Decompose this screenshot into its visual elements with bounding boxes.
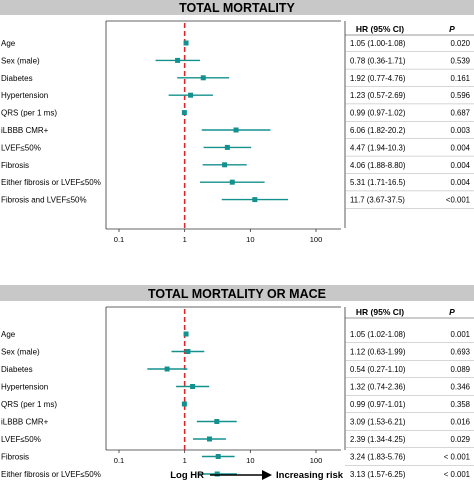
row-label: Sex (male) <box>1 348 40 357</box>
hr-marker <box>181 110 187 116</box>
row-label: Diabetes <box>1 365 33 374</box>
row-label: Hypertension <box>1 91 48 100</box>
row-p-value: 0.016 <box>450 418 470 427</box>
panel-title: TOTAL MORTALITY OR MACE <box>148 287 326 301</box>
row-p-value: 0.020 <box>450 39 470 48</box>
row-p-value: < 0.001 <box>444 453 470 462</box>
row-label: QRS (per 1 ms) <box>1 400 57 409</box>
row-label: Age <box>1 330 16 339</box>
hr-marker <box>233 127 239 133</box>
row-hr-ci: 0.54 (0.27-1.10) <box>350 365 406 374</box>
hr-marker <box>190 384 196 389</box>
row-hr-ci: 6.06 (1.82-20.2) <box>350 126 406 135</box>
hr-marker <box>188 92 194 98</box>
row-p-value: 0.004 <box>450 143 470 152</box>
row-hr-ci: 0.99 (0.97-1.02) <box>350 109 406 118</box>
hr-marker <box>200 75 206 81</box>
row-label: LVEF≤50% <box>1 435 41 444</box>
row-hr-ci: 2.39 (1.34-4.25) <box>350 435 406 444</box>
row-label: iLBBB CMR+ <box>1 126 49 135</box>
row-p-value: 0.687 <box>450 109 470 118</box>
hr-marker <box>181 401 187 407</box>
row-hr-ci: 1.05 (1.02-1.08) <box>350 330 406 339</box>
row-p-value: 0.004 <box>450 161 470 170</box>
row-p-value: <0.001 <box>446 196 470 205</box>
row-hr-ci: 4.06 (1.88-8.80) <box>350 161 406 170</box>
row-p-value: 0.161 <box>450 74 470 83</box>
row-label: Either fibrosis or LVEF≤50% <box>1 470 101 479</box>
hr-marker <box>214 419 220 424</box>
hr-marker <box>183 40 189 46</box>
row-label: Age <box>1 39 16 48</box>
forest-panel-2: TOTAL MORTALITY OR MACE 0.1 1 10 100 HR (95% … <box>0 285 474 479</box>
column-header-hr: HR (95% CI) <box>356 24 404 34</box>
row-label: Fibrosis <box>1 453 29 462</box>
row-hr-ci: 4.47 (1.94-10.3) <box>350 143 406 152</box>
x-tick-label: 10 <box>246 456 254 465</box>
x-tick-label: 100 <box>310 456 323 465</box>
x-tick-label: 1 <box>183 235 187 244</box>
row-p-value: 0.001 <box>450 330 470 339</box>
row-label: LVEF≤50% <box>1 143 41 152</box>
row-label: Either fibrosis or LVEF≤50% <box>1 178 101 187</box>
forest-panel-1: TOTAL MORTALITY 0.1 1 10 100 HR (95% CI) P Age 1… <box>0 0 474 244</box>
row-hr-ci: 3.24 (1.83-5.76) <box>350 453 406 462</box>
risk-arrow-head-icon <box>262 470 272 480</box>
hr-marker <box>215 454 221 459</box>
x-tick-label: 1 <box>183 456 187 465</box>
hr-marker <box>207 436 213 442</box>
risk-footer: Log HR Increasing risk <box>170 470 344 481</box>
column-header-p: P <box>449 307 455 317</box>
row-label: Fibrosis <box>1 161 29 170</box>
hr-marker <box>252 197 258 203</box>
row-p-value: 0.089 <box>450 365 470 374</box>
row-hr-ci: 5.31 (1.71-16.5) <box>350 178 406 187</box>
hr-marker <box>183 331 189 337</box>
hr-marker <box>229 179 235 185</box>
hr-marker <box>222 162 228 168</box>
hr-marker <box>214 471 220 477</box>
x-tick-label: 0.1 <box>114 235 124 244</box>
hr-marker <box>164 366 170 372</box>
x-tick-label: 0.1 <box>114 456 124 465</box>
row-label: QRS (per 1 ms) <box>1 109 57 118</box>
row-hr-ci: 1.05 (1.00-1.08) <box>350 39 406 48</box>
risk-direction-label: Increasing risk <box>276 470 344 481</box>
panel-title: TOTAL MORTALITY <box>179 1 295 15</box>
column-header-p: P <box>449 24 455 34</box>
row-label: Sex (male) <box>1 56 40 65</box>
x-tick-label: 100 <box>310 235 323 244</box>
hr-marker <box>185 349 191 354</box>
row-p-value: 0.029 <box>450 435 470 444</box>
row-label: iLBBB CMR+ <box>1 418 49 427</box>
row-p-value: 0.004 <box>450 178 470 187</box>
row-hr-ci: 0.78 (0.36-1.71) <box>350 56 406 65</box>
panel-header-band <box>0 0 474 15</box>
row-hr-ci: 1.32 (0.74-2.36) <box>350 383 406 392</box>
row-label: Diabetes <box>1 74 33 83</box>
row-hr-ci: 11.7 (3.67-37.5) <box>350 196 405 205</box>
row-p-value: 0.003 <box>450 126 470 135</box>
row-hr-ci: 3.09 (1.53-6.21) <box>350 418 406 427</box>
row-label: Fibrosis and LVEF≤50% <box>1 196 87 205</box>
row-hr-ci: 1.12 (0.63-1.99) <box>350 348 406 357</box>
row-p-value: 0.693 <box>450 348 470 357</box>
row-p-value: 0.346 <box>450 383 470 392</box>
hr-marker <box>224 144 230 150</box>
x-axis-label: Log HR <box>170 470 204 481</box>
row-hr-ci: 3.13 (1.57-6.25) <box>350 470 406 479</box>
row-p-value: 0.358 <box>450 400 470 409</box>
column-header-hr: HR (95% CI) <box>356 307 404 317</box>
row-label: Hypertension <box>1 383 48 392</box>
panel-header-band <box>0 285 474 301</box>
hr-marker <box>175 57 181 63</box>
row-p-value: 0.596 <box>450 91 470 100</box>
row-hr-ci: 0.99 (0.97-1.01) <box>350 400 406 409</box>
row-p-value: < 0.001 <box>444 470 470 479</box>
row-hr-ci: 1.92 (0.77-4.76) <box>350 74 406 83</box>
x-tick-label: 10 <box>246 235 254 244</box>
row-p-value: 0.539 <box>450 56 470 65</box>
row-hr-ci: 1.23 (0.57-2.69) <box>350 91 406 100</box>
